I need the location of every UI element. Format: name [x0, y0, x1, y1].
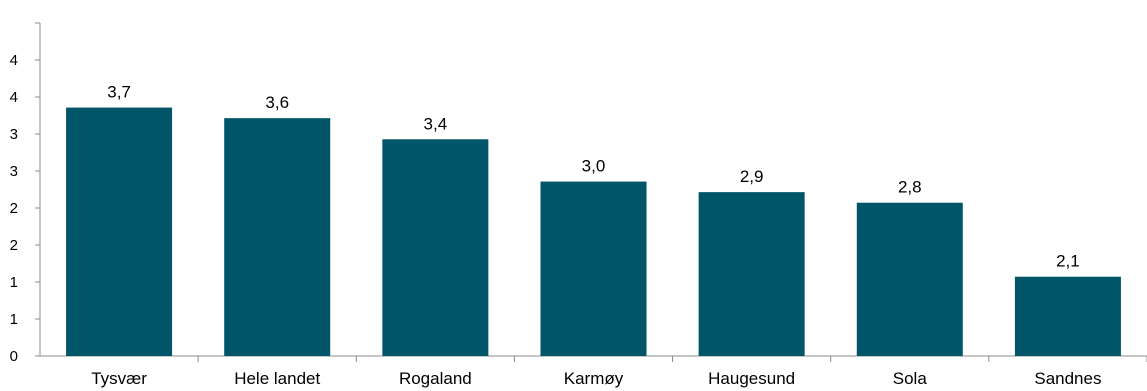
x-tick-label: Haugesund	[708, 369, 795, 388]
data-label: 2,1	[1056, 252, 1080, 271]
bar	[540, 181, 647, 356]
y-tick-label: 3	[10, 126, 18, 143]
bar	[224, 118, 331, 357]
bar	[66, 107, 173, 356]
data-label: 3,7	[107, 83, 131, 102]
bar	[856, 202, 963, 356]
y-tick-label: 3	[10, 163, 18, 180]
data-label: 3,0	[582, 157, 606, 176]
x-tick-label: Rogaland	[399, 369, 472, 388]
data-label: 2,9	[740, 167, 764, 186]
x-tick-label: Tysvær	[91, 369, 147, 388]
bars	[66, 107, 1121, 357]
x-tick-label: Karmøy	[564, 369, 624, 388]
data-label: 3,6	[265, 93, 289, 112]
x-tick-label: Sola	[893, 369, 928, 388]
data-labels: 3,7 3,6 3,4 3,0 2,9 2,8 2,1	[107, 83, 1079, 271]
y-tick-label: 0	[10, 348, 18, 365]
data-label: 2,8	[898, 178, 922, 197]
y-tick-label: 1	[10, 311, 18, 328]
y-tick-label: 4	[10, 52, 18, 69]
y-tick-label: 4	[10, 89, 18, 106]
y-tick-label: 1	[10, 274, 18, 291]
x-axis: Tysvær Hele landet Rogaland Karmøy Haugesund…	[40, 355, 1147, 388]
bar	[1014, 276, 1121, 356]
bar	[382, 139, 489, 356]
bar	[698, 192, 805, 356]
y-axis: 0 1 1 2 2 3 3 4 4	[10, 22, 41, 365]
x-tick-label: Sandnes	[1034, 369, 1101, 388]
y-tick-label: 2	[10, 237, 18, 254]
data-label: 3,4	[424, 114, 448, 133]
x-tick-label: Hele landet	[234, 369, 320, 388]
y-tick-label: 2	[10, 200, 18, 217]
